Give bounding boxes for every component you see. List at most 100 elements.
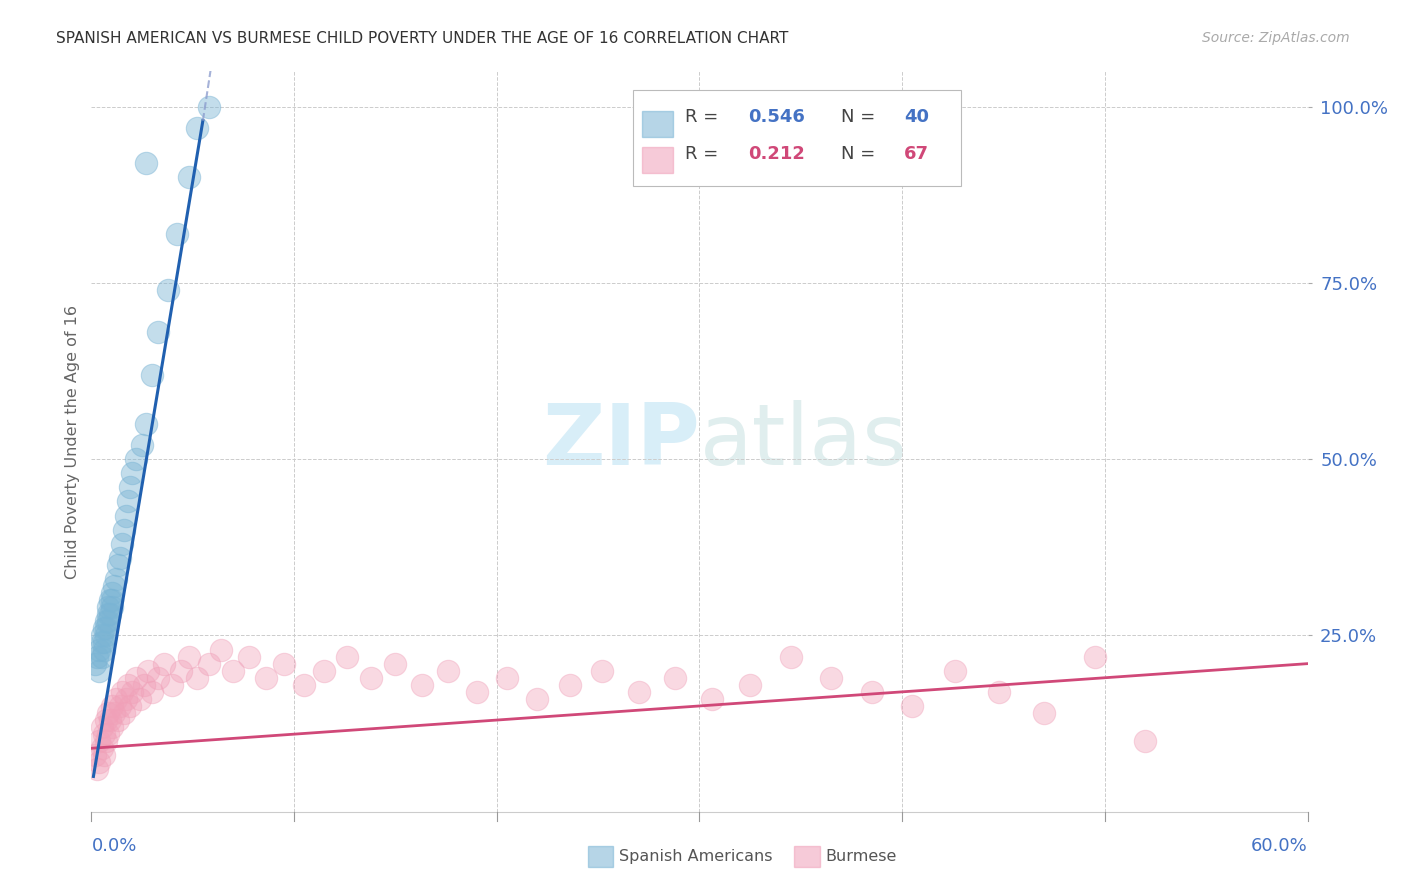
- Point: [107, 558, 129, 572]
- Point: [98, 607, 121, 622]
- Text: Spanish Americans: Spanish Americans: [619, 849, 772, 863]
- Point: [84, 748, 107, 763]
- Text: 0.546: 0.546: [748, 109, 806, 127]
- Point: [901, 698, 924, 713]
- Point: [135, 417, 157, 431]
- Point: [94, 713, 117, 727]
- Point: [558, 678, 581, 692]
- Point: [664, 671, 686, 685]
- Point: [94, 615, 117, 629]
- Point: [860, 685, 883, 699]
- Text: 60.0%: 60.0%: [1251, 837, 1308, 855]
- Point: [148, 325, 170, 339]
- Point: [93, 621, 115, 635]
- Point: [135, 156, 157, 170]
- Point: [166, 227, 188, 241]
- Point: [273, 657, 295, 671]
- Point: [90, 741, 112, 756]
- Text: 67: 67: [904, 145, 929, 162]
- Point: [132, 678, 155, 692]
- Point: [1135, 734, 1157, 748]
- Point: [98, 593, 121, 607]
- Point: [125, 671, 148, 685]
- Text: SPANISH AMERICAN VS BURMESE CHILD POVERTY UNDER THE AGE OF 16 CORRELATION CHART: SPANISH AMERICAN VS BURMESE CHILD POVERT…: [56, 31, 789, 46]
- Point: [111, 537, 134, 551]
- Point: [437, 664, 460, 678]
- Point: [1084, 649, 1107, 664]
- Point: [186, 120, 208, 135]
- Y-axis label: Child Poverty Under the Age of 16: Child Poverty Under the Age of 16: [65, 304, 80, 579]
- Point: [100, 720, 122, 734]
- Point: [93, 748, 115, 763]
- Point: [94, 734, 117, 748]
- Point: [141, 685, 163, 699]
- Point: [86, 649, 108, 664]
- Text: N =: N =: [841, 109, 875, 127]
- Point: [111, 685, 134, 699]
- Text: 40: 40: [904, 109, 929, 127]
- Point: [943, 664, 966, 678]
- Point: [86, 763, 108, 777]
- Point: [117, 678, 139, 692]
- Text: Source: ZipAtlas.com: Source: ZipAtlas.com: [1202, 31, 1350, 45]
- Text: N =: N =: [841, 145, 875, 162]
- Point: [97, 600, 120, 615]
- Point: [115, 508, 138, 523]
- Point: [97, 706, 120, 720]
- Point: [89, 756, 111, 770]
- Point: [108, 550, 131, 565]
- Point: [97, 607, 120, 622]
- Point: [153, 657, 176, 671]
- Point: [103, 706, 125, 720]
- Point: [627, 685, 650, 699]
- Point: [100, 600, 122, 615]
- Point: [118, 480, 141, 494]
- Text: Burmese: Burmese: [825, 849, 897, 863]
- Point: [177, 649, 200, 664]
- Point: [169, 664, 191, 678]
- Point: [89, 642, 111, 657]
- Point: [89, 664, 111, 678]
- Point: [292, 678, 315, 692]
- Point: [157, 283, 180, 297]
- Text: 0.0%: 0.0%: [91, 837, 136, 855]
- Point: [94, 628, 117, 642]
- Point: [104, 692, 127, 706]
- Point: [779, 649, 801, 664]
- Point: [198, 100, 221, 114]
- Point: [100, 586, 122, 600]
- Point: [254, 671, 277, 685]
- Point: [90, 649, 112, 664]
- Point: [107, 713, 129, 727]
- Bar: [643, 111, 672, 136]
- Point: [238, 649, 260, 664]
- Point: [90, 628, 112, 642]
- Point: [148, 671, 170, 685]
- Point: [90, 720, 112, 734]
- Point: [411, 678, 433, 692]
- Point: [89, 734, 111, 748]
- Point: [209, 642, 232, 657]
- Point: [186, 671, 208, 685]
- Text: atlas: atlas: [699, 400, 907, 483]
- Point: [93, 727, 115, 741]
- Text: R =: R =: [685, 145, 718, 162]
- Point: [121, 467, 143, 481]
- Point: [118, 698, 141, 713]
- Point: [131, 438, 153, 452]
- Point: [198, 657, 221, 671]
- Point: [121, 685, 143, 699]
- Point: [103, 579, 125, 593]
- Point: [177, 170, 200, 185]
- Point: [100, 698, 122, 713]
- Point: [740, 678, 762, 692]
- Point: [820, 671, 842, 685]
- Point: [162, 678, 184, 692]
- FancyBboxPatch shape: [633, 90, 960, 186]
- Point: [84, 657, 107, 671]
- Point: [94, 621, 117, 635]
- Point: [384, 657, 406, 671]
- Point: [90, 635, 112, 649]
- Point: [115, 692, 138, 706]
- Point: [988, 685, 1011, 699]
